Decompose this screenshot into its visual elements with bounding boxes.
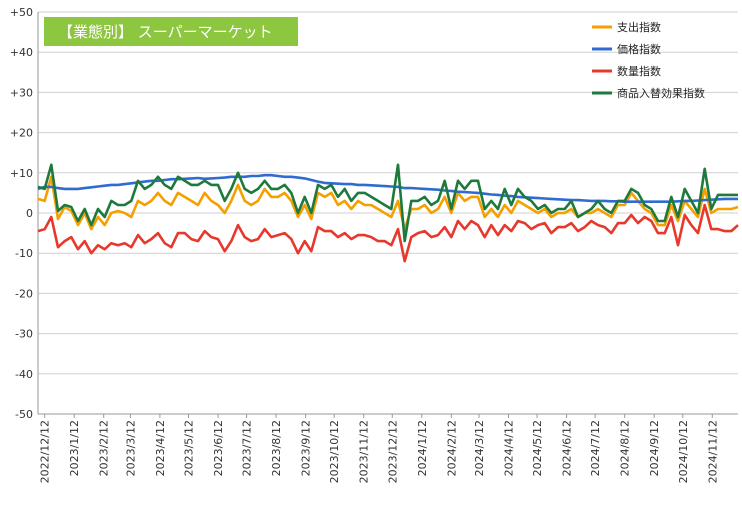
y-tick-label: +30 [10, 86, 33, 99]
series-line-2 [37, 203, 739, 263]
x-tick-label: 2023/9/12 [300, 420, 313, 476]
x-tick-label: 2024/7/12 [589, 420, 602, 476]
x-tick-label: 2024/5/12 [531, 420, 544, 476]
x-tick-label: 2024/8/12 [619, 420, 632, 476]
x-tick-label: 2023/10/12 [328, 420, 341, 483]
x-tick-label: 2023/7/12 [241, 420, 254, 476]
y-axis-ticks: +50 +40 +30 +20 +10 0 -10 -20 -30 -40 -50 [10, 6, 33, 421]
y-tick-label: 0 [26, 207, 33, 220]
x-tick-label: 2024/1/12 [416, 420, 429, 476]
x-tick-label: 2023/3/12 [124, 420, 137, 476]
legend-label-0: 支出指数 [617, 20, 661, 34]
y-tick-label: -50 [15, 408, 33, 421]
x-axis-ticks: 2022/12/12 2023/1/12 2023/2/12 2023/3/12 202… [39, 414, 719, 483]
x-tick-label: 2024/3/12 [473, 420, 486, 476]
title-box [44, 17, 298, 46]
x-tick-label: 2024/11/12 [706, 420, 719, 483]
legend-label-3: 商品入替効果指数 [617, 86, 705, 100]
x-tick-label: 2023/1/12 [68, 420, 81, 476]
y-tick-label: +20 [10, 127, 33, 140]
legend-label-1: 価格指数 [617, 42, 661, 56]
x-tick-label: 2023/6/12 [212, 420, 225, 476]
x-tick-label: 2024/10/12 [677, 420, 690, 483]
x-tick-label: 2023/8/12 [270, 420, 283, 476]
x-tick-label: 2024/4/12 [502, 420, 515, 476]
series-line-0 [37, 175, 739, 231]
x-tick-label: 2023/2/12 [98, 420, 111, 476]
series-line-3 [37, 163, 738, 243]
y-tick-label: -30 [15, 328, 33, 341]
x-tick-label: 2023/12/12 [386, 420, 399, 483]
chart-title: 【業態別】 スーパーマーケット [58, 23, 273, 41]
x-tick-label: 2024/6/12 [561, 420, 574, 476]
x-tick-label: 2024/9/12 [648, 420, 661, 476]
y-tick-label: -10 [15, 247, 33, 260]
y-tick-label: +10 [10, 167, 33, 180]
y-tick-label: +40 [10, 46, 33, 59]
x-tick-label: 2024/2/12 [445, 420, 458, 476]
series-lines [37, 163, 739, 263]
y-tick-label: -40 [15, 368, 33, 381]
x-tick-label: 2022/12/12 [39, 420, 52, 483]
x-tick-label: 2023/11/12 [358, 420, 371, 483]
x-tick-label: 2023/5/12 [182, 420, 195, 476]
x-tick-label: 2023/4/12 [154, 420, 167, 476]
gridlines [37, 11, 738, 415]
y-tick-label: +50 [10, 6, 33, 19]
y-tick-label: -20 [15, 287, 33, 300]
legend-label-2: 数量指数 [617, 64, 661, 78]
